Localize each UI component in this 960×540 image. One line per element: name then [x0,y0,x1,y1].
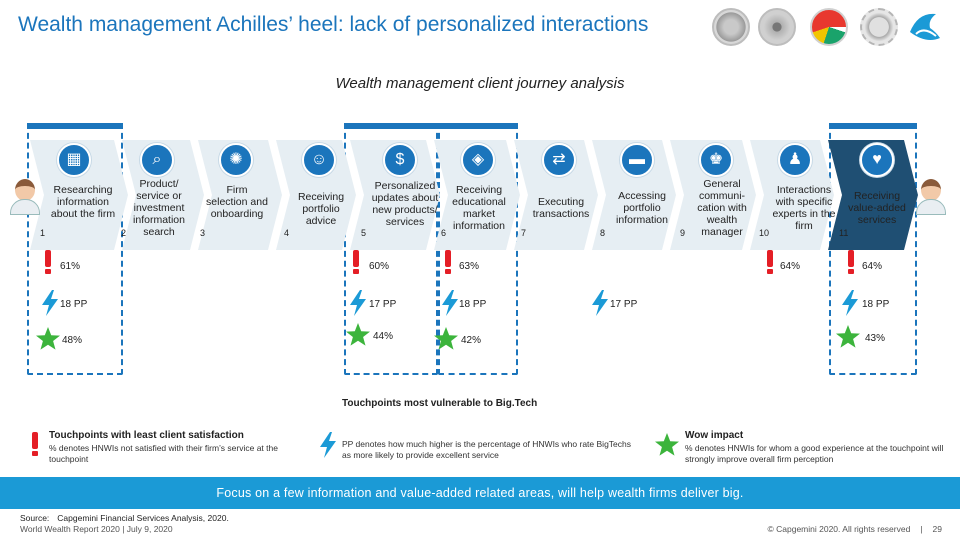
highlight-cap-11 [829,123,917,129]
least-satisfaction-value-5: 60% [369,261,390,272]
highlight-cap-5 [344,123,438,129]
money-icon: $ [383,143,417,177]
copyright-text: © Capgemini 2020. All rights reserved [767,524,911,534]
hand-transfer-icon: ⇄ [542,143,576,177]
exclamation-icon [351,250,361,274]
seal-logo-1 [712,8,750,46]
step-number-8: 8 [600,228,606,238]
step-label-9: General communi-cation with wealth manag… [697,178,747,238]
exclamation-icon [846,250,856,274]
seal-logo-4 [860,8,898,46]
star-icon [36,327,60,350]
colorful-logo [810,8,848,46]
key-message-banner: Focus on a few information and value-add… [0,477,960,509]
legend-bigtech-title: Touchpoints most vulnerable to Big.Tech [342,398,538,409]
least-satisfaction-value-1: 61% [60,261,81,272]
exclamation-icon [765,250,775,274]
step-label-11: Receiving value-added services [848,190,906,226]
bigtech-value-8: 17 PP [610,299,638,310]
step-label-4: Receiving portfolio advice [297,191,345,227]
legend-wow-text: % denotes HNWIs for whom a good experien… [685,443,944,464]
star-icon [346,323,370,346]
legend-star-icon [655,433,679,456]
client-avatar-left [8,175,42,215]
star-icon [836,325,860,348]
magnifier-icon: ⌕ [140,143,174,177]
bigtech-value-5: 17 PP [369,299,397,310]
exclamation-icon [443,250,453,274]
source-note: Source: Capgemini Financial Services Anal… [20,513,229,523]
step-number-3: 3 [200,228,206,238]
step-number-11: 11 [839,228,849,238]
step-label-5: Personalized updates about new products/… [371,180,439,228]
source-text: Capgemini Financial Services Analysis, 2… [57,513,229,523]
step-label-2: Product/ service or investment informati… [133,178,185,238]
network-icon: ✺ [219,143,253,177]
legend-least-text: % denotes HNWIs not satisfied with their… [49,443,278,464]
legend-bigtech-text: PP denotes how much higher is the percen… [342,439,631,460]
client-avatar-right [914,175,948,215]
step-number-10: 10 [759,228,770,238]
step-label-8: Accessing portfolio information [616,190,668,226]
hand-gift-icon: ♥ [860,143,894,177]
lightning-icon [842,290,858,316]
source-label: Source: [20,513,50,523]
shield-icon: ◈ [461,143,495,177]
step-label-1: Researching information about the firm [50,184,116,220]
chart-subtitle: Wealth management client journey analysi… [335,75,625,92]
footer-right: © Capgemini 2020. All rights reserved | 29 [758,524,943,534]
exclamation-icon [43,250,53,274]
expert-icon: ♟ [778,143,812,177]
least-satisfaction-value-11: 64% [862,261,883,272]
step-number-1: 1 [40,228,46,238]
legend-least-title: Touchpoints with least client satisfacti… [49,430,244,441]
footer-report-info: World Wealth Report 2020 | July 9, 2020 [20,524,173,534]
step-number-5: 5 [361,228,367,238]
highlight-cap-1 [27,123,123,129]
lightning-icon [442,290,458,316]
lightning-icon [592,290,608,316]
partner-logos [712,8,948,46]
wow-value-5: 44% [373,331,394,342]
page-number: 29 [932,524,942,534]
legend-exclamation-icon [30,432,40,456]
step-number-6: 6 [441,228,447,238]
step-number-2: 2 [121,228,127,238]
manager-icon: ♚ [699,143,733,177]
footer-separator: | [920,524,923,534]
bigtech-value-6: 18 PP [459,299,487,310]
bigtech-value-1: 18 PP [60,299,88,310]
page-title: Wealth management Achilles’ heel: lack o… [18,13,649,36]
lightning-icon [350,290,366,316]
step-number-9: 9 [680,228,686,238]
legend-wow-title: Wow impact [685,430,744,441]
step-label-7: Executing transactions [532,196,590,220]
wow-value-11: 43% [865,333,886,344]
folder-icon: ▬ [620,143,654,177]
lightning-icon [42,290,58,316]
least-satisfaction-value-10: 64% [780,261,801,272]
step-label-3: Firm selection and onboarding [206,184,268,220]
wow-value-1: 48% [62,335,83,346]
star-icon [434,327,458,350]
seal-logo-2 [758,8,796,46]
capgemini-logo [910,13,940,40]
step-number-4: 4 [284,228,290,238]
step-label-6: Receiving educational market information [452,184,506,232]
wow-value-6: 42% [461,335,482,346]
people-meeting-icon: ☺ [302,143,336,177]
bigtech-value-11: 18 PP [862,299,890,310]
least-satisfaction-value-6: 63% [459,261,480,272]
step-number-7: 7 [521,228,527,238]
highlight-cap-6 [438,123,518,129]
legend-lightning-icon [320,432,336,458]
step-label-10: Interactions with specific experts in th… [772,184,836,232]
building-search-icon: ▦ [57,143,91,177]
